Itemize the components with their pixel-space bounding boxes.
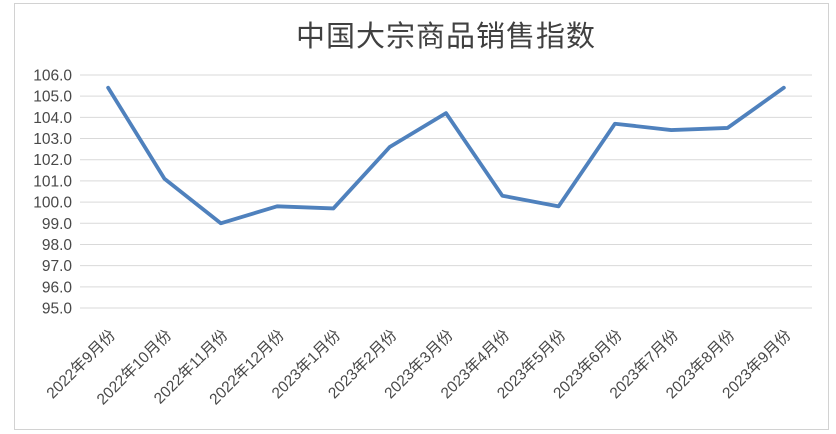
y-tick-label: 101.0 [33,173,72,190]
y-tick-label: 105.0 [33,89,72,106]
y-tick-label: 106.0 [33,68,72,85]
x-axis-labels: 2022年9月份2022年10月份2022年11月份2022年12月份2023年… [43,326,795,409]
y-tick-label: 102.0 [33,152,72,169]
y-tick-label: 98.0 [42,237,73,254]
data-series [106,85,786,226]
y-axis-labels: 95.0 96.0 97.0 98.0 99.0 100.0 101.0 102.0 103.0… [33,68,72,318]
y-tick-label: 96.0 [42,279,73,296]
y-tick-label: 103.0 [33,131,72,148]
y-tick-label: 95.0 [42,301,73,318]
y-tick-label: 100.0 [33,195,72,212]
sales-index-line [106,85,786,226]
gridlines [80,74,812,309]
y-tick-label: 99.0 [42,216,73,233]
y-tick-label: 104.0 [33,110,72,127]
chart-title: 中国大宗商品销售指数 [295,21,596,53]
y-tick-label: 97.0 [42,258,73,275]
chart-frame [14,3,829,430]
